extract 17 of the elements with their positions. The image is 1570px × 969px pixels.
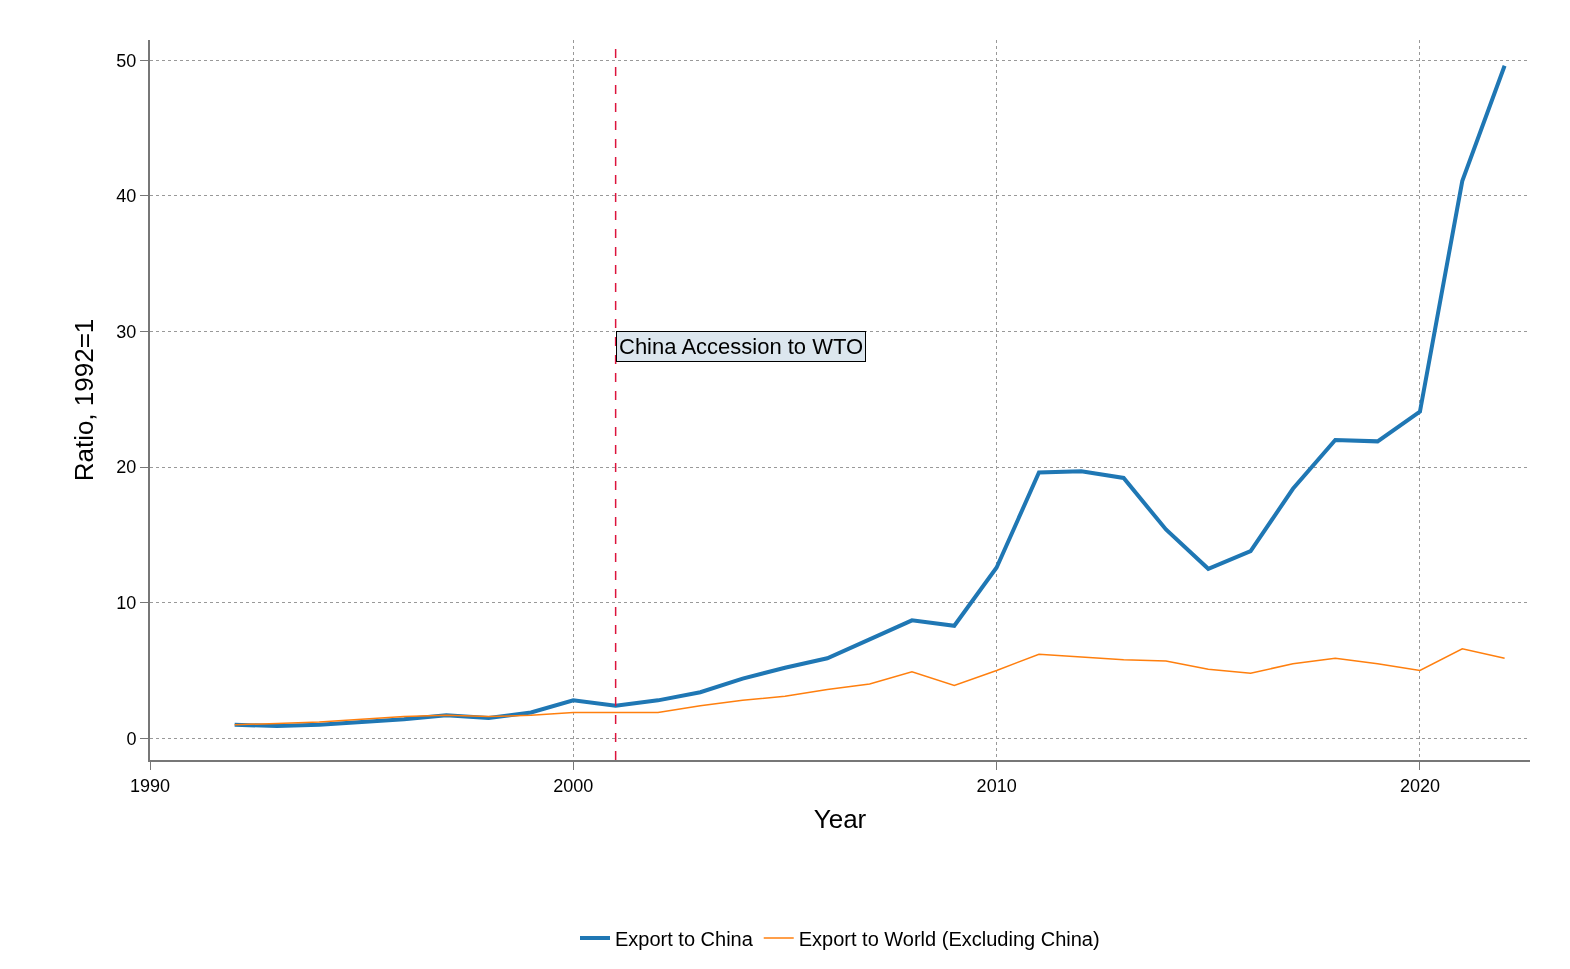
x-tick-label: 1990	[129, 775, 171, 796]
y-tick-label: 30	[116, 321, 137, 342]
line-series	[232, 63, 1507, 729]
x-tick-label: 2010	[976, 775, 1017, 796]
y-tick-label: 0	[126, 728, 137, 749]
y-tick-label: 10	[116, 593, 137, 614]
y-axis-title: Ratio, 1992=1	[69, 318, 100, 482]
ref-line-label: China Accession to WTO	[619, 334, 864, 359]
legend-label: Export to World (Excluding China)	[798, 927, 1100, 950]
legend-label: Export to China	[615, 927, 754, 950]
y-tick-label: 50	[116, 50, 137, 71]
x-tick-label: 2020	[1399, 775, 1440, 796]
y-tick-label: 40	[116, 186, 137, 207]
y-tick-label: 20	[116, 457, 137, 478]
x-tick-label: 2000	[553, 775, 594, 796]
line-series	[233, 648, 1506, 726]
x-axis-title: Year	[813, 803, 867, 834]
